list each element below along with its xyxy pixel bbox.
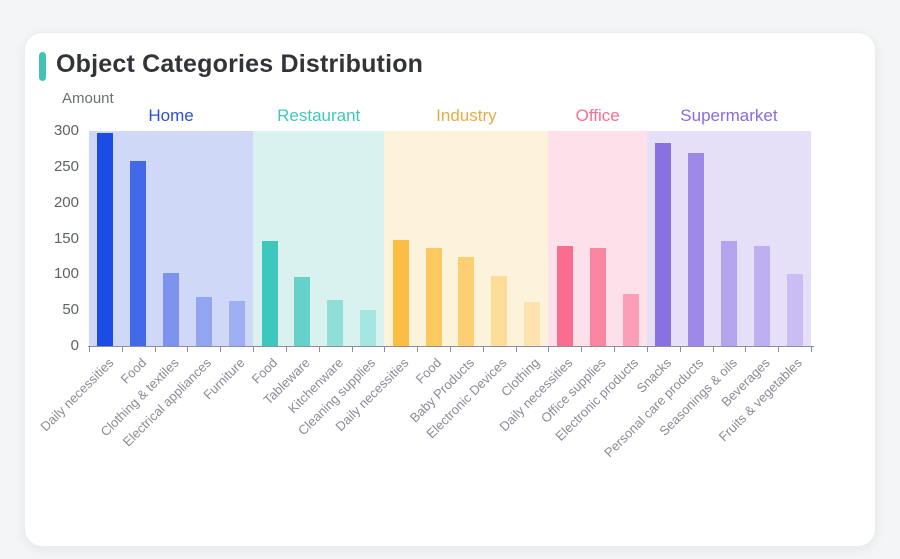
bar-restaurant-4[interactable] bbox=[359, 310, 376, 346]
group-label-supermarket: Supermarket bbox=[680, 106, 778, 125]
bar-industry-2[interactable] bbox=[425, 247, 442, 346]
bar-office-2[interactable] bbox=[589, 247, 606, 346]
y-axis-tick-label: 0 bbox=[70, 337, 79, 354]
x-axis-tick bbox=[811, 346, 812, 352]
title-accent-bar bbox=[39, 52, 46, 81]
y-axis-tick-label: 150 bbox=[53, 229, 79, 247]
y-axis-tick-label: 200 bbox=[53, 193, 79, 211]
bar-supermarket-3[interactable] bbox=[720, 240, 737, 346]
x-axis-tick bbox=[89, 346, 90, 352]
x-axis-tick bbox=[187, 346, 189, 352]
x-axis-tick bbox=[351, 346, 353, 352]
x-axis-tick bbox=[515, 346, 517, 352]
x-axis-tick bbox=[712, 346, 714, 352]
group-label-office: Office bbox=[575, 106, 620, 125]
x-axis-tick bbox=[285, 346, 287, 352]
x-axis-tick bbox=[154, 346, 156, 352]
chart-card: Object Categories Distribution Amount Ho… bbox=[24, 32, 876, 547]
bar-supermarket-2[interactable] bbox=[688, 152, 705, 346]
group-label-industry: Industry bbox=[436, 106, 497, 125]
y-axis-tick-label: 250 bbox=[53, 157, 79, 175]
bar-home-4[interactable] bbox=[195, 296, 212, 346]
bar-chart: Home Daily necessities Food Clothing & text… bbox=[25, 33, 875, 546]
group-label-home: Home bbox=[148, 106, 194, 125]
x-axis-tick bbox=[253, 346, 255, 352]
bar-office-1[interactable] bbox=[556, 245, 573, 346]
y-axis-tick-label: 100 bbox=[53, 265, 79, 283]
bar-supermarket-5[interactable] bbox=[786, 274, 803, 346]
bar-industry-1[interactable] bbox=[392, 239, 409, 346]
x-axis-tick bbox=[679, 346, 681, 352]
bar-home-5[interactable] bbox=[228, 300, 245, 346]
y-axis-title: Amount bbox=[62, 90, 114, 107]
bar-supermarket-4[interactable] bbox=[753, 246, 770, 346]
x-axis-tick bbox=[581, 346, 583, 352]
x-axis-tick bbox=[614, 346, 616, 352]
x-axis-tick bbox=[745, 346, 747, 352]
bar-industry-5[interactable] bbox=[524, 302, 541, 346]
x-axis-line bbox=[88, 346, 814, 347]
bar-restaurant-2[interactable] bbox=[294, 277, 311, 346]
page-title: Object Categories Distribution bbox=[56, 50, 424, 78]
x-axis-tick bbox=[778, 346, 780, 352]
bar-industry-4[interactable] bbox=[491, 276, 508, 346]
x-axis-tick bbox=[384, 346, 386, 352]
bar-restaurant-3[interactable] bbox=[327, 300, 344, 346]
bar-office-3[interactable] bbox=[622, 293, 639, 346]
bar-supermarket-1[interactable] bbox=[655, 143, 672, 346]
x-axis-tick bbox=[646, 346, 648, 352]
group-label-restaurant: Restaurant bbox=[277, 106, 361, 125]
x-axis-tick bbox=[482, 346, 484, 352]
y-axis-tick-label: 300 bbox=[53, 122, 79, 139]
bar-home-1[interactable] bbox=[97, 133, 114, 346]
bar-home-2[interactable] bbox=[130, 161, 147, 346]
x-axis-tick bbox=[450, 346, 451, 352]
x-axis-tick bbox=[548, 346, 550, 352]
x-axis-tick bbox=[318, 346, 320, 352]
bar-restaurant-1[interactable] bbox=[261, 240, 278, 346]
x-axis-tick bbox=[220, 346, 222, 352]
x-axis-tick bbox=[417, 346, 419, 352]
bar-home-3[interactable] bbox=[163, 272, 180, 346]
bar-industry-3[interactable] bbox=[458, 257, 475, 346]
y-axis-tick-label: 50 bbox=[62, 301, 79, 319]
x-axis-tick bbox=[121, 346, 123, 352]
